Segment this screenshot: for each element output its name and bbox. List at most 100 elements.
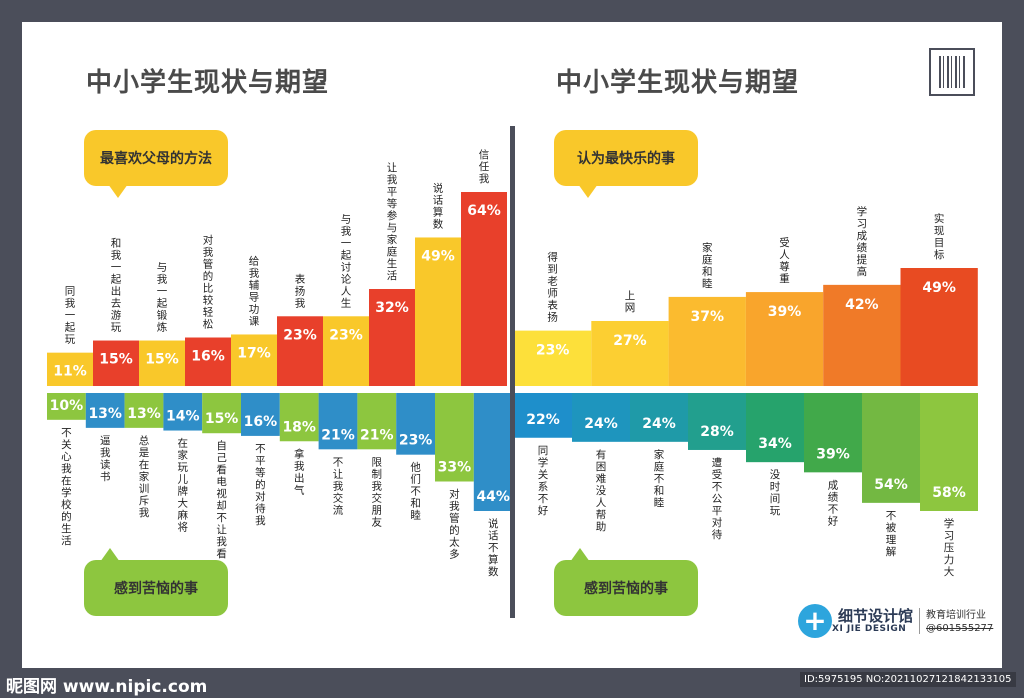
bar-value-label: 58% — [932, 485, 966, 501]
logo-divider — [919, 608, 921, 634]
bar-trouble-right — [804, 393, 862, 473]
bar-value-label: 24% — [584, 416, 618, 432]
bar-value-label: 33% — [438, 460, 472, 476]
bar-category-label: 成绩不好 — [828, 479, 839, 527]
bar-value-label: 23% — [283, 327, 317, 343]
bar-value-label: 16% — [244, 414, 278, 430]
bar-category-label: 受人尊重 — [779, 237, 790, 285]
bar-category-label: 不被理解 — [886, 510, 897, 558]
page-title-left: 中小学生现状与期望 — [86, 68, 330, 98]
bar-category-label: 不平等的对待我 — [255, 443, 266, 527]
bar-category-label: 在家玩儿牌大麻将 — [178, 438, 189, 534]
bar-happiest-thing — [900, 268, 978, 386]
bar-value-label: 18% — [282, 419, 316, 435]
bar-favorite-method — [369, 289, 415, 386]
speech-bubble-troubles-right: 感到苦恼的事 — [554, 548, 698, 616]
bar-category-label: 遭受不公平对待 — [712, 456, 723, 541]
bar-trouble-right — [572, 393, 630, 442]
bar-category-label: 同学关系不好 — [538, 445, 549, 517]
bar-value-label: 27% — [613, 333, 647, 349]
bar-favorite-method — [185, 337, 231, 386]
bar-value-label: 28% — [700, 424, 734, 440]
bar-category-label: 自己看电视却不让我看 — [216, 439, 227, 560]
bar-category-label: 总是在家训斥我 — [139, 434, 150, 519]
page-title-right: 中小学生现状与期望 — [556, 68, 800, 98]
bar-favorite-method — [231, 334, 277, 386]
bar-category-label: 得到老师表扬 — [547, 252, 558, 324]
bar-trouble-left — [202, 393, 241, 434]
bar-category-label: 和我一起出去游玩 — [111, 238, 122, 334]
bar-value-label: 15% — [99, 352, 133, 368]
bar-value-label: 15% — [145, 352, 179, 368]
bar-category-label: 有困难没人帮助 — [596, 448, 607, 533]
bar-value-label: 21% — [321, 427, 355, 443]
bar-favorite-method — [323, 316, 369, 386]
bar-value-label: 16% — [191, 349, 225, 365]
bar-value-label: 49% — [421, 248, 455, 264]
bar-value-label: 23% — [536, 343, 570, 359]
bar-category-label: 对我管的比较轻松 — [203, 234, 214, 331]
bar-value-label: 32% — [375, 300, 409, 316]
bar-value-label: 10% — [50, 398, 84, 414]
bubble-label: 认为最快乐的事 — [577, 151, 675, 167]
speech-bubble-troubles-left: 感到苦恼的事 — [84, 548, 228, 616]
bar-category-label: 给我辅导功课 — [249, 254, 260, 327]
bar-value-label: 11% — [53, 364, 87, 380]
brand-logo: + 细节设计馆 XI JIE DESIGN 教育培训行业 @601555277 — [798, 604, 993, 638]
bar-category-label: 限制我交朋友 — [372, 456, 383, 528]
bar-value-label: 23% — [399, 433, 433, 449]
bar-happiest-thing — [745, 292, 824, 386]
bar-value-label: 34% — [758, 436, 792, 452]
bar-value-label: 21% — [360, 427, 394, 443]
bar-category-label: 说话算数 — [433, 181, 444, 230]
bar-trouble-left — [318, 393, 358, 450]
bar-category-label: 他们不和睦 — [410, 461, 421, 522]
bar-trouble-left — [473, 393, 513, 511]
bar-category-label: 信任我 — [479, 149, 490, 185]
bar-value-label: 42% — [845, 297, 879, 313]
bar-category-label: 与我一起锻炼 — [157, 262, 168, 334]
bar-category-label: 实现目标 — [934, 212, 945, 261]
bar-category-label: 让我平等参与家庭生活 — [387, 162, 398, 282]
bar-value-label: 14% — [166, 409, 200, 425]
bar-trouble-right — [920, 393, 978, 511]
bar-value-label: 13% — [88, 406, 122, 422]
bar-happiest-thing — [823, 284, 901, 386]
bar-trouble-left — [47, 393, 86, 420]
center-divider — [510, 126, 515, 618]
bar-value-label: 23% — [329, 327, 363, 343]
bar-trouble-left — [396, 393, 435, 455]
bar-category-label: 没时间玩 — [770, 469, 781, 517]
bar-happiest-thing — [668, 296, 746, 386]
brand-name-en: XI JIE DESIGN — [832, 624, 907, 634]
bar-trouble-right — [630, 393, 688, 442]
watermark-site: 昵图网 www.nipic.com — [6, 677, 208, 697]
bubble-label: 感到苦恼的事 — [584, 581, 668, 597]
bar-trouble-right — [746, 393, 804, 463]
bar-category-label: 对我管的太多 — [449, 488, 460, 561]
bar-category-label: 学习压力大 — [944, 517, 955, 578]
bar-value-label: 49% — [922, 280, 956, 296]
bar-value-label: 39% — [816, 446, 850, 462]
speech-bubble-happiest-things: 认为最快乐的事 — [554, 130, 698, 198]
bar-category-label: 逼我读书 — [100, 435, 111, 483]
bar-value-label: 24% — [642, 416, 676, 432]
bar-value-label: 13% — [127, 406, 161, 422]
brand-number: @601555277 — [926, 622, 994, 634]
bar-value-label: 15% — [205, 411, 239, 427]
bar-trouble-left — [357, 393, 397, 450]
bar-value-label: 22% — [526, 412, 560, 428]
bar-trouble-right — [862, 393, 920, 503]
bar-trouble-left — [163, 393, 203, 431]
brand-name: 细节设计馆 — [838, 607, 914, 625]
qr-code-icon — [929, 48, 975, 96]
bar-category-label: 拿我出气 — [294, 447, 305, 496]
bar-happiest-thing — [591, 320, 669, 386]
bar-category-label: 家庭和睦 — [702, 241, 713, 290]
bar-trouble-left — [435, 393, 474, 482]
bar-category-label: 学习成绩提高 — [857, 205, 868, 278]
bar-favorite-method — [277, 316, 323, 386]
watermark-id: ID:5975195 NO:20211027121842133105 — [800, 672, 1016, 687]
bar-category-label: 与我一起讨论人生 — [341, 213, 352, 309]
bar-favorite-method — [93, 340, 139, 386]
